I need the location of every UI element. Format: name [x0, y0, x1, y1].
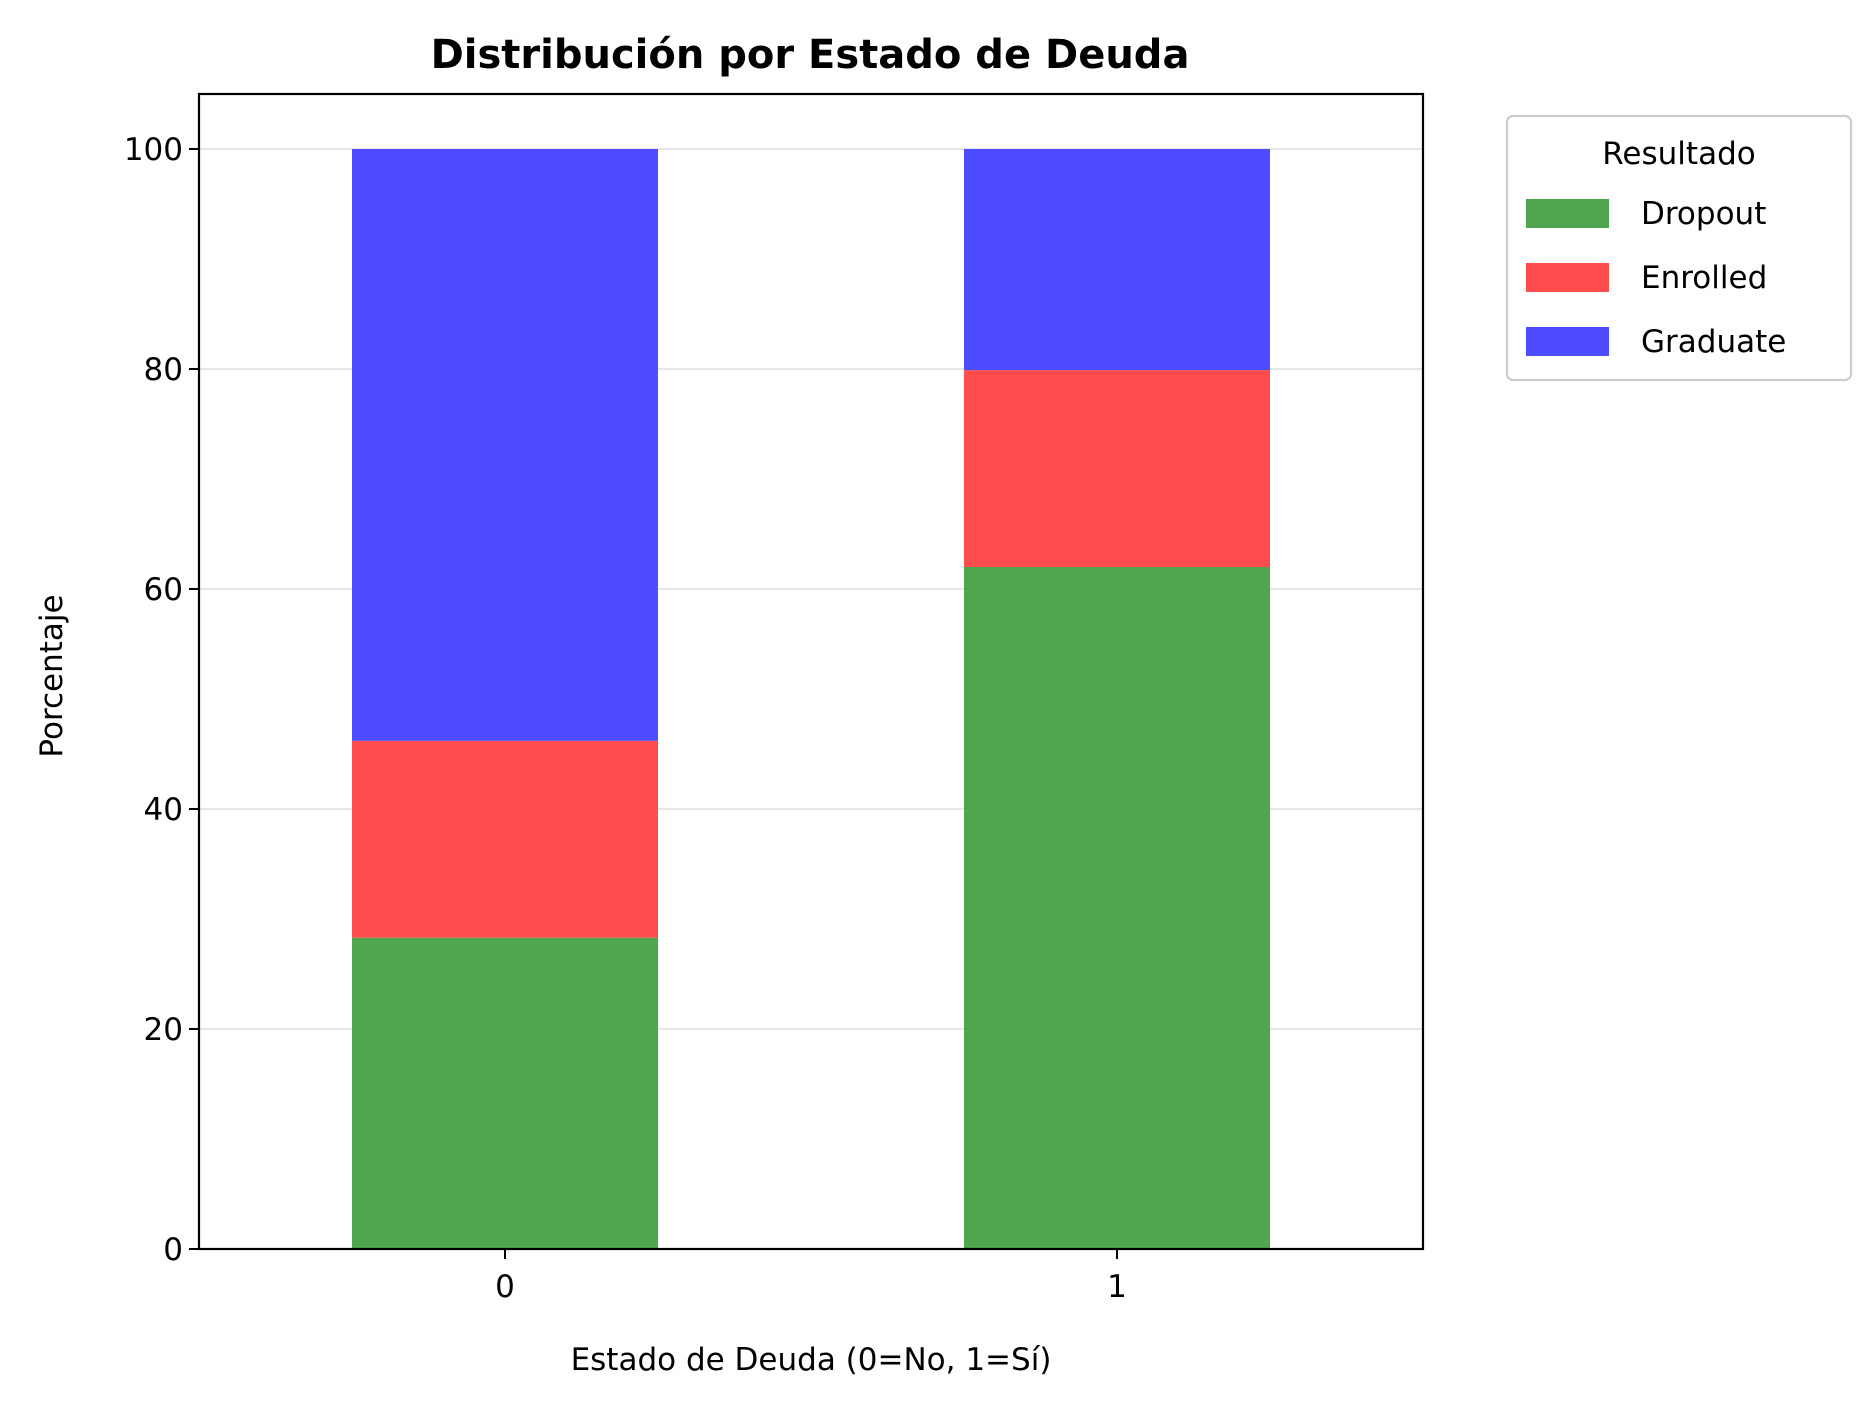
- legend-swatch-graduate: [1526, 327, 1609, 356]
- legend-label-enrolled: Enrolled: [1641, 260, 1767, 296]
- bars: [352, 149, 1270, 1249]
- bar-dropout-1: [964, 567, 1270, 1249]
- y-tick-label-80: 80: [144, 352, 183, 388]
- legend-frame: [1505, 114, 1853, 382]
- y-tick-label-60: 60: [144, 572, 183, 608]
- x-axis-label: Estado de Deuda (0=No, 1=Sí): [571, 1342, 1052, 1378]
- legend-items: Dropout Enrolled Graduate: [1526, 196, 1786, 360]
- bar-graduate-1: [964, 149, 1270, 371]
- legend-title: Resultado: [1602, 136, 1755, 172]
- bar-enrolled-1: [964, 370, 1270, 567]
- legend-label-dropout: Dropout: [1641, 196, 1766, 232]
- bar-enrolled-0: [352, 740, 658, 938]
- y-tick-label-0: 0: [163, 1232, 183, 1268]
- x-tick-label-0: 0: [495, 1269, 515, 1305]
- y-tick-label-100: 100: [124, 132, 183, 168]
- x-tick-label-1: 1: [1107, 1269, 1127, 1305]
- y-tick-label-40: 40: [144, 792, 183, 828]
- chart-title: Distribución por Estado de Deuda: [431, 32, 1190, 78]
- y-axis-ticks: 0 20 40 60 80 100: [124, 132, 199, 1268]
- y-axis-label: Porcentaje: [34, 594, 70, 757]
- legend-label-graduate: Graduate: [1641, 324, 1786, 360]
- y-tick-label-20: 20: [144, 1012, 183, 1048]
- legend: Resultado Dropout Enrolled Graduate: [1505, 114, 1853, 382]
- bar-dropout-0: [352, 937, 658, 1249]
- legend-swatch-enrolled: [1526, 263, 1609, 292]
- legend-swatch-dropout: [1526, 199, 1609, 228]
- bar-graduate-0: [352, 149, 658, 741]
- plot-frame: [197, 92, 1425, 1251]
